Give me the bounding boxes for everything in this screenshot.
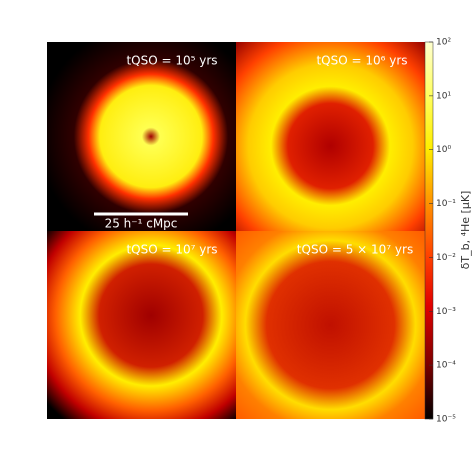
colorbar-tick-label: 10⁻¹ — [436, 199, 456, 209]
panel-image — [47, 42, 236, 231]
colorbar-tick-label: 10⁻⁴ — [436, 361, 456, 371]
scale-bar-label: 25 h⁻¹ cMpc — [105, 217, 178, 231]
panel-image — [47, 231, 236, 419]
panel-title: tQSO = 10⁵ yrs — [126, 54, 217, 68]
colorbar-tick-label: 10⁰ — [436, 145, 451, 155]
panel-title: tQSO = 10⁶ yrs — [316, 54, 407, 68]
panel-title: tQSO = 10⁷ yrs — [126, 243, 217, 257]
panel-image — [236, 42, 425, 231]
panel-title: tQSO = 5 × 10⁷ yrs — [297, 243, 413, 257]
panel-image — [236, 231, 425, 419]
colorbar-tick-label: 10¹ — [436, 91, 451, 101]
colorbar-tick-label: 10⁻³ — [436, 307, 456, 317]
colorbar-label: δT_b, ⁴He [μK] — [459, 191, 472, 270]
colorbar-tick-label: 10⁻² — [436, 253, 456, 263]
colorbar-tick-label: 10⁻⁵ — [436, 415, 456, 425]
colorbar-tick-label: 10² — [436, 38, 451, 48]
colorbar — [424, 41, 434, 420]
